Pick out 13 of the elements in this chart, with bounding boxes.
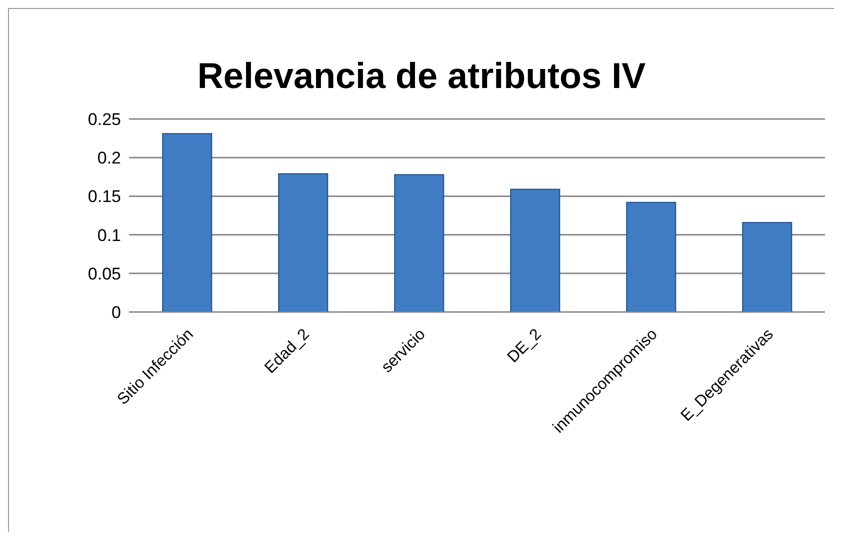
- y-tick-label: 0.05: [88, 264, 121, 284]
- bar: [162, 133, 212, 312]
- bar: [510, 188, 560, 312]
- y-tick-label: 0: [112, 303, 121, 322]
- y-tick-label: 0.1: [97, 226, 121, 245]
- y-tick-label: 0.15: [88, 187, 121, 206]
- bar: [742, 222, 792, 312]
- chart-title: Relevancia de atributos IV: [196, 55, 647, 97]
- y-tick-label: 0.2: [97, 148, 121, 168]
- bar: [626, 202, 676, 312]
- bar: [394, 174, 444, 312]
- bar: [278, 173, 328, 312]
- y-tick-label: 0.25: [88, 110, 121, 130]
